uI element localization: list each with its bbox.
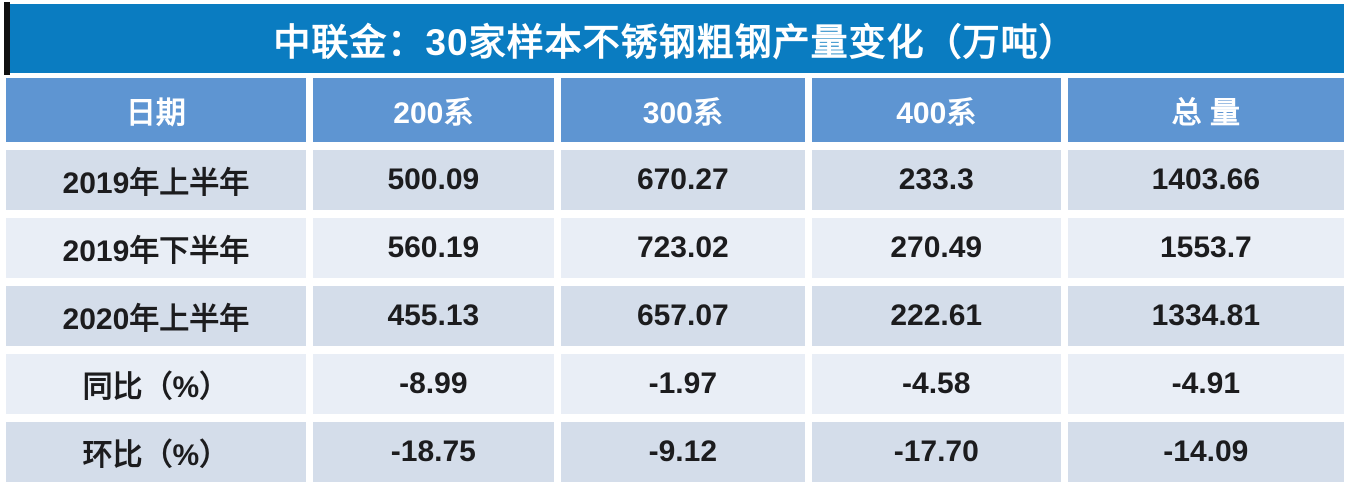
- title-left-accent-bar: [4, 2, 10, 75]
- figure-title: 中联金：30家样本不锈钢粗钢产量变化（万吨）: [273, 21, 1077, 63]
- value-cell: -9.12: [560, 422, 805, 482]
- value-cell: 1553.7: [1067, 218, 1344, 278]
- row-label-cell: 2020年上半年: [6, 286, 306, 346]
- value-cell: 270.49: [811, 218, 1061, 278]
- value-cell: 657.07: [560, 286, 805, 346]
- value-cell: -1.97: [560, 354, 805, 414]
- value-cell: 560.19: [312, 218, 554, 278]
- value-cell: 723.02: [560, 218, 805, 278]
- value-cell: 222.61: [811, 286, 1061, 346]
- row-label-cell: 2019年下半年: [6, 218, 306, 278]
- column-header-400: 400系: [811, 78, 1061, 142]
- column-header-200: 200系: [312, 78, 554, 142]
- value-cell: -18.75: [312, 422, 554, 482]
- column-header-total: 总 量: [1067, 78, 1344, 142]
- value-cell: 500.09: [312, 150, 554, 210]
- value-cell: 233.3: [811, 150, 1061, 210]
- row-label-cell: 环比（%）: [6, 422, 306, 482]
- value-cell: -8.99: [312, 354, 554, 414]
- value-cell: -17.70: [811, 422, 1061, 482]
- value-cell: 1403.66: [1067, 150, 1344, 210]
- value-cell: -14.09: [1067, 422, 1344, 482]
- row-label-cell: 2019年上半年: [6, 150, 306, 210]
- title-bar: 中联金：30家样本不锈钢粗钢产量变化（万吨）: [4, 2, 1344, 75]
- data-table: 日期 200系 300系 400系 总 量 2019年上半年 500.09 670.…: [6, 78, 1344, 482]
- column-header-300: 300系: [560, 78, 805, 142]
- column-header-date: 日期: [6, 78, 306, 142]
- row-label-cell: 同比（%）: [6, 354, 306, 414]
- value-cell: 1334.81: [1067, 286, 1344, 346]
- value-cell: 670.27: [560, 150, 805, 210]
- value-cell: -4.58: [811, 354, 1061, 414]
- value-cell: 455.13: [312, 286, 554, 346]
- value-cell: -4.91: [1067, 354, 1344, 414]
